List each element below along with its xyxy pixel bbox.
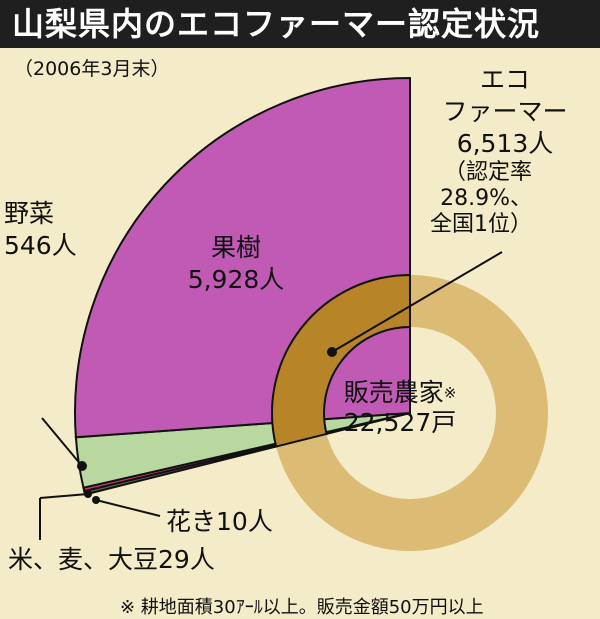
footnote: ※ 耕地面積30ｱｰﾙ以上。販売金額50万円以上 xyxy=(120,597,484,618)
eco-leader-dot xyxy=(327,347,337,357)
eco-label-line2: ファーマー xyxy=(442,97,568,126)
grain-value: 29人 xyxy=(158,545,215,574)
total-farms-name: 販売農家 xyxy=(343,378,444,407)
fruit-value: 5,928人 xyxy=(187,265,285,294)
eco-rate-label: （認定率 28.9%、 全国1位） xyxy=(430,160,532,238)
grain-leader-line-2 xyxy=(39,493,89,499)
chart-title: 山梨県内のエコファーマー認定状況 xyxy=(0,0,600,48)
flower-leader-line xyxy=(95,499,161,517)
eco-rate-line1: （認定率 xyxy=(443,160,532,185)
total-farms-value: 22,527戸 xyxy=(343,408,457,437)
fruit-name: 果樹 xyxy=(210,233,261,262)
eco-farmer-label: エコ ファーマー 6,513人 xyxy=(420,64,590,160)
flower-name: 花き xyxy=(166,507,217,536)
total-farms-note-mark: ※ xyxy=(443,384,457,402)
eco-rate-line2: 28.9%、 xyxy=(440,186,532,211)
total-farms-label: 販売農家※ 22,527戸 xyxy=(322,378,478,438)
grain-label: 米、麦、大豆29人 xyxy=(8,540,215,576)
grain-name: 米、麦、大豆 xyxy=(8,545,159,574)
flower-value: 10人 xyxy=(216,507,273,536)
eco-label-line1: エコ xyxy=(479,65,530,94)
flower-label: 花き10人 xyxy=(166,502,273,538)
vegetable-label: 野菜 546人 xyxy=(4,198,77,262)
flower-leader-dot xyxy=(92,496,100,504)
chart-subtitle: （2006年3月末） xyxy=(14,58,170,80)
eco-leader-line xyxy=(331,251,503,353)
fruit-label: 果樹 5,928人 xyxy=(176,232,296,296)
eco-value: 6,513人 xyxy=(456,129,554,158)
vegetable-leader-line xyxy=(41,417,83,467)
eco-rate-line3: 全国1位） xyxy=(430,212,532,237)
grain-leader-dot xyxy=(84,490,92,498)
eco-farmer-ring-segment xyxy=(271,273,411,448)
vegetable-leader-dot xyxy=(77,461,87,471)
vegetable-name: 野菜 xyxy=(4,199,55,228)
vegetable-value: 546人 xyxy=(4,231,77,260)
